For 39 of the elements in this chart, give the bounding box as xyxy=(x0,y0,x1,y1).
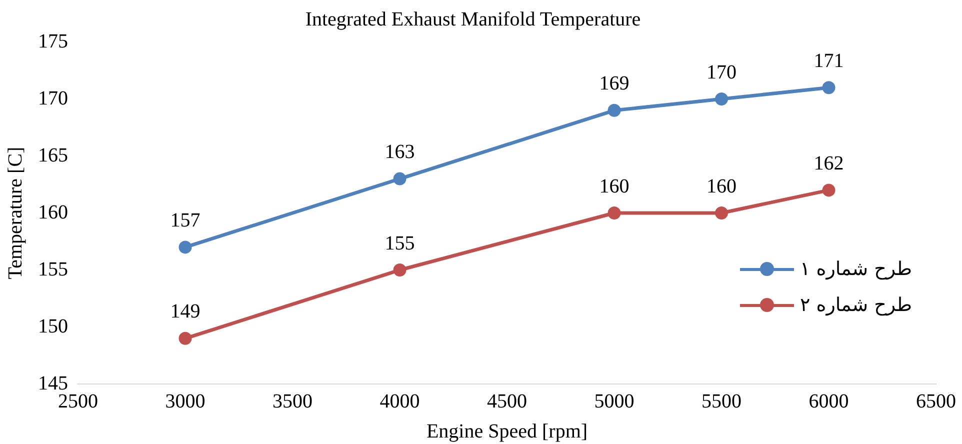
y-tick-label: 150 xyxy=(38,315,68,338)
y-tick-label: 170 xyxy=(38,87,68,110)
y-axis-title: Temperature [C] xyxy=(4,146,26,280)
point xyxy=(715,206,728,220)
x-axis-title: Engine Speed [rpm] xyxy=(426,420,588,442)
x-tick-label: 3500 xyxy=(272,390,312,412)
x-tick-label: 6000 xyxy=(808,390,849,412)
point xyxy=(393,264,406,276)
data-label: 162 xyxy=(814,152,844,174)
legend-label: طرح شماره ۲ xyxy=(800,294,912,316)
y-tick-label: 155 xyxy=(38,258,68,280)
x-tick-label: 6500 xyxy=(916,390,956,412)
y-tick-label: 165 xyxy=(38,144,68,166)
point xyxy=(178,332,192,345)
data-label: 149 xyxy=(170,300,200,323)
data-label: 163 xyxy=(384,141,415,164)
point xyxy=(608,206,621,220)
point xyxy=(178,240,192,254)
x-tick-label: 4500 xyxy=(487,390,527,412)
y-tick-label: 160 xyxy=(38,201,68,224)
data-label: 155 xyxy=(384,232,415,254)
y-tick-label: 175 xyxy=(38,30,68,52)
data-label: 160 xyxy=(706,175,736,198)
point xyxy=(608,104,621,117)
x-tick-label: 4000 xyxy=(380,390,420,412)
x-tick-label: 5000 xyxy=(594,390,634,412)
data-label: 160 xyxy=(599,175,630,198)
data-label: 170 xyxy=(706,61,736,84)
point xyxy=(822,81,836,94)
chart-title: Integrated Exhaust Manifold Temperature xyxy=(305,8,641,30)
legend-label: طرح شماره ۱ xyxy=(800,258,912,280)
x-tick-label: 3000 xyxy=(165,390,206,412)
point xyxy=(715,92,728,106)
point xyxy=(822,184,836,197)
point xyxy=(393,172,406,186)
data-label: 171 xyxy=(814,50,844,72)
data-label: 157 xyxy=(170,209,200,232)
x-tick-label: 5500 xyxy=(702,390,742,412)
data-label: 169 xyxy=(599,72,630,95)
